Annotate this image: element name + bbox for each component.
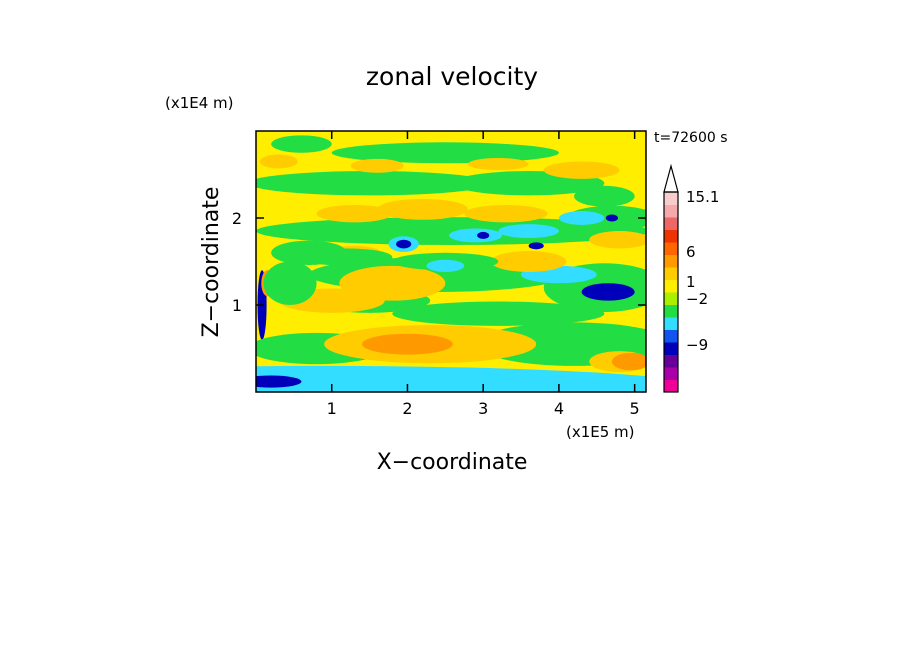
colorbar-swatch — [664, 254, 678, 268]
contour-region — [256, 375, 302, 388]
contour-region — [271, 135, 332, 153]
colorbar-label: −2 — [686, 290, 708, 308]
x-tick-label: 1 — [327, 399, 337, 418]
colorbar-label: 1 — [686, 273, 696, 291]
colorbar-swatch — [664, 267, 678, 280]
contour-region — [498, 224, 559, 239]
colorbar-swatch — [664, 292, 678, 305]
y-tick-label: 1 — [232, 296, 242, 315]
contour-region — [581, 283, 635, 301]
colorbar-label: 15.1 — [686, 188, 719, 206]
colorbar-label: 6 — [686, 243, 696, 261]
chart-title: zonal velocity — [366, 62, 538, 91]
contour-region — [331, 142, 559, 164]
contour-region — [301, 248, 393, 266]
contour-region — [543, 161, 620, 179]
colorbar-swatch — [664, 354, 678, 368]
contour-region — [449, 228, 503, 243]
colorbar-overflow-arrow — [663, 163, 679, 193]
x-axis: 1 2 3 4 5 — [327, 131, 640, 418]
contour-region — [558, 211, 605, 225]
y-axis-label: Z−coordinate — [199, 187, 224, 338]
contour-region — [263, 261, 317, 305]
contour-region — [528, 242, 544, 250]
contour-region — [377, 198, 469, 220]
y-unit-label: (x1E4 m) — [165, 94, 234, 112]
colorbar-swatch — [664, 329, 678, 343]
y-axis: 12 — [232, 209, 646, 315]
contour-region — [256, 171, 491, 196]
contour-region — [256, 365, 646, 392]
contour-region — [589, 231, 646, 249]
velocity-field — [256, 131, 646, 392]
x-tick-label: 4 — [554, 399, 564, 418]
contour-region — [611, 352, 646, 371]
contour-region — [605, 214, 618, 222]
colorbar-swatch — [664, 242, 678, 255]
colorbar-label: −9 — [686, 336, 708, 354]
colorbar-swatch — [664, 317, 678, 330]
contour-region — [477, 231, 490, 239]
contour-region — [426, 259, 465, 272]
contour-region — [490, 251, 567, 272]
colorbar-swatch — [664, 367, 678, 380]
colorbar-swatch — [664, 217, 678, 230]
contour-region — [396, 239, 412, 249]
x-unit-label: (x1E5 m) — [566, 423, 635, 441]
x-axis-label: X−coordinate — [377, 450, 528, 475]
time-label: t=72600 s — [654, 130, 728, 146]
colorbar-swatch — [664, 304, 678, 318]
contour-region — [259, 154, 298, 169]
contour-region — [392, 301, 605, 326]
contour-region — [468, 157, 529, 171]
colorbar-swatch — [664, 279, 678, 293]
y-tick-label: 2 — [232, 209, 242, 228]
x-tick-label: 3 — [478, 399, 488, 418]
colorbar-swatch — [664, 342, 678, 355]
x-tick-label: 2 — [402, 399, 412, 418]
colorbar-swatch — [664, 204, 678, 218]
contour-region — [339, 265, 446, 301]
contour-region — [362, 333, 453, 355]
contour-region — [316, 204, 393, 223]
contour-region — [464, 204, 548, 223]
colorbar-swatch — [664, 192, 678, 205]
plot-frame — [255, 130, 647, 393]
contour-region — [350, 158, 404, 173]
x-tick-label: 5 — [630, 399, 640, 418]
contour-region — [256, 217, 646, 245]
contour-region — [574, 185, 635, 207]
colorbar-frame — [663, 191, 679, 393]
colorbar-swatch — [664, 379, 678, 393]
colorbar: 15.1 6 1−2 −9 — [663, 163, 719, 393]
colorbar-swatch — [664, 229, 678, 243]
